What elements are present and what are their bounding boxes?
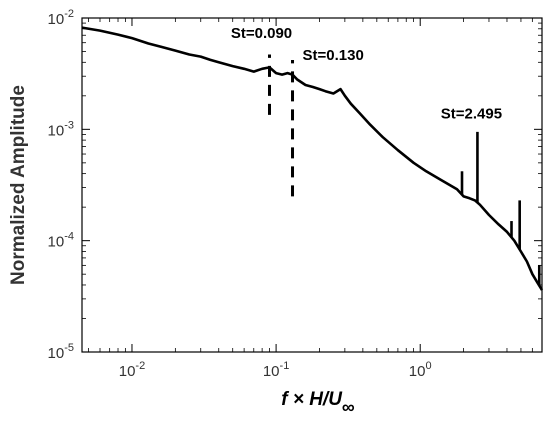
y-axis-label: Normalized Amplitude: [8, 85, 29, 285]
y-tick-label: 10-4: [48, 231, 74, 251]
strouhal-annotation: St=0.130: [303, 47, 364, 64]
x-tick-label: 10-1: [263, 360, 289, 380]
y-tick-label: 10-2: [48, 8, 74, 28]
strouhal-annotation: St=0.090: [231, 25, 292, 42]
strouhal-annotation: St=2.495: [441, 106, 502, 123]
x-tick-label: 100: [409, 360, 432, 380]
x-axis-label: f × H/U∞: [281, 389, 355, 417]
y-tick-label: 10-5: [48, 342, 74, 362]
spectrum-line: [81, 26, 544, 291]
plot-frame: [81, 17, 543, 353]
y-tick-label: 10-3: [48, 119, 74, 139]
plot-area: 10-2 10-1 100 10-5 10-4 10-3 10-2 St=0.090 St=0.…: [8, 8, 544, 417]
x-tick-label: 10-2: [119, 360, 145, 380]
